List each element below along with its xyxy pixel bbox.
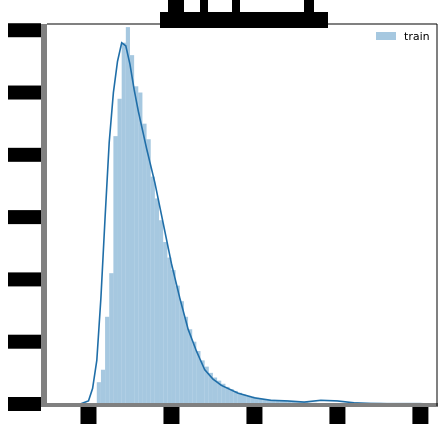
histogram-bar xyxy=(183,316,189,404)
histogram-bar xyxy=(150,176,155,404)
histogram-bar xyxy=(271,400,276,404)
histogram-bar xyxy=(258,398,263,404)
y-tick-label-redacted xyxy=(8,334,41,349)
histogram-bar xyxy=(175,285,180,404)
histogram-bar xyxy=(250,396,255,404)
histogram-bar xyxy=(100,369,106,404)
histogram-bar xyxy=(179,301,184,404)
y-tick-label-redacted xyxy=(8,397,41,411)
histogram-bar xyxy=(229,389,234,404)
histogram-bar xyxy=(217,380,222,404)
histogram-bar xyxy=(188,329,193,404)
y-tick-label-redacted xyxy=(8,147,41,162)
histogram-bar xyxy=(171,270,176,404)
histogram-bar xyxy=(208,372,213,404)
histogram-bar xyxy=(196,351,201,404)
histogram-bar xyxy=(204,366,209,404)
histogram-bar xyxy=(146,139,151,404)
x-tick-label-redacted xyxy=(329,407,346,424)
histogram-bar xyxy=(134,86,139,405)
y-tick-label-redacted xyxy=(8,272,41,287)
histogram-bar xyxy=(233,390,238,404)
legend: train xyxy=(376,30,430,43)
histogram-bar xyxy=(96,382,101,404)
histogram-bar xyxy=(291,401,296,404)
kde-curve xyxy=(79,41,429,405)
histogram-bar xyxy=(113,136,118,404)
histogram-bar xyxy=(283,401,288,404)
y-tick-labels-redacted xyxy=(8,23,41,411)
legend-swatch xyxy=(376,32,396,40)
histogram-bar xyxy=(167,257,172,404)
histogram-bar xyxy=(275,400,280,404)
histogram-bar xyxy=(254,397,259,404)
histogram-bar xyxy=(287,401,292,404)
histogram-bar xyxy=(237,392,242,404)
x-tick-label-redacted xyxy=(163,407,180,424)
histogram-bar xyxy=(279,400,284,404)
histogram-bar xyxy=(242,394,247,404)
histogram-bar xyxy=(117,98,122,405)
histogram-bar xyxy=(129,55,135,404)
histogram-bar xyxy=(109,273,114,404)
x-tick-label-redacted xyxy=(246,407,263,424)
plot-area xyxy=(79,27,429,405)
y-tick-label-redacted xyxy=(8,210,41,225)
legend-label: train xyxy=(404,30,430,43)
histogram-bar xyxy=(159,220,164,404)
histogram-bar xyxy=(125,27,130,405)
histogram-bar xyxy=(142,123,147,405)
bottom-spine xyxy=(41,403,438,407)
histogram-bar xyxy=(163,242,168,404)
x-tick-label-redacted xyxy=(412,407,429,424)
histogram-bar xyxy=(138,92,143,404)
left-spine xyxy=(41,24,47,407)
x-tick-label-redacted xyxy=(80,407,97,424)
histogram-bar xyxy=(225,386,230,404)
histogram-bar xyxy=(266,399,272,404)
histogram-bar xyxy=(200,360,205,404)
histogram-bar xyxy=(154,198,160,404)
y-tick-label-redacted xyxy=(8,23,41,38)
histogram-bar xyxy=(221,383,226,404)
y-tick-label-redacted xyxy=(8,85,41,100)
histogram-bar xyxy=(212,377,218,404)
histogram-bar xyxy=(192,341,197,404)
histogram-bar xyxy=(105,316,110,404)
x-tick-labels-redacted xyxy=(80,407,429,424)
histogram-bar xyxy=(121,42,126,404)
histogram-bar xyxy=(262,399,267,404)
histogram-bars xyxy=(96,27,417,405)
histogram-bar xyxy=(246,395,251,404)
